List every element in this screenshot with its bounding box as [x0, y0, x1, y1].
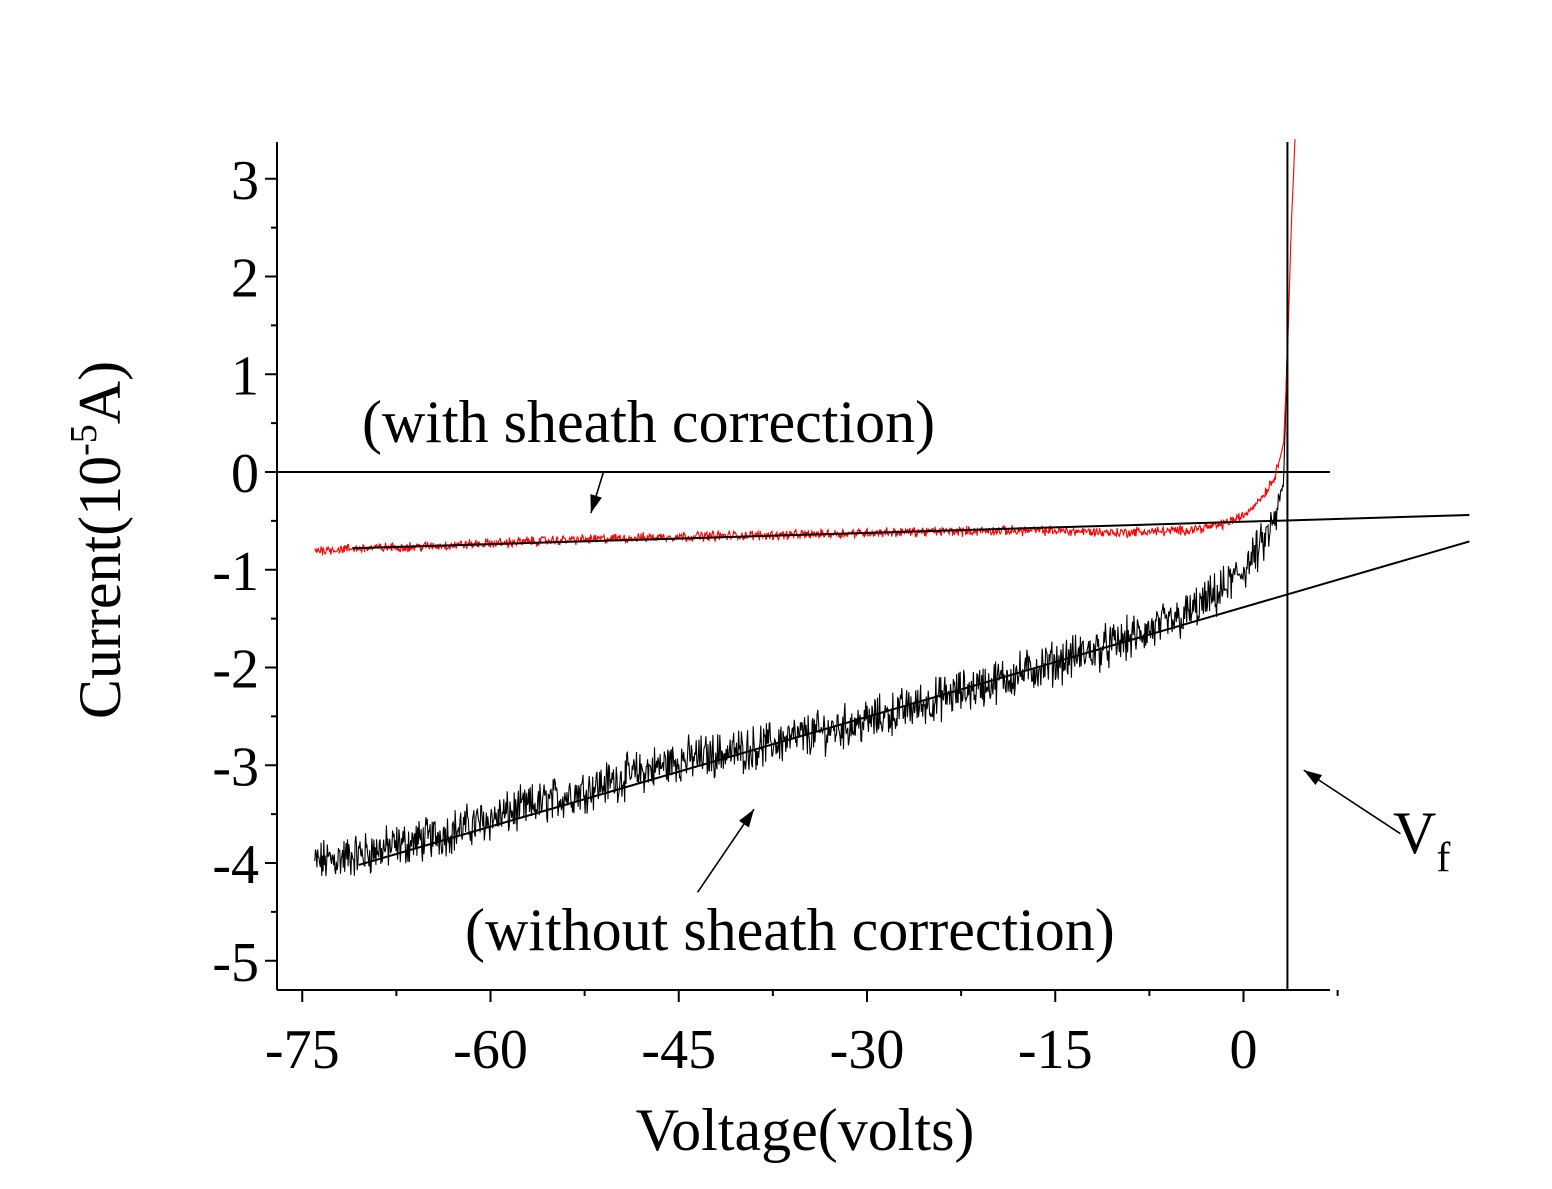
x-tick-label: -75: [265, 1019, 340, 1081]
x-tick-label: 0: [1230, 1019, 1258, 1081]
y-tick-label: -5: [212, 932, 259, 994]
y-tick-label: 1: [231, 345, 259, 407]
x-tick-label: -15: [1018, 1019, 1093, 1081]
annotation-arrowhead-2: [1303, 770, 1323, 785]
annotation-arrowhead-0: [590, 494, 602, 514]
annotation-vf: Vf: [1393, 800, 1450, 881]
x-tick-label: -45: [641, 1019, 716, 1081]
annotations-layer: [590, 471, 1401, 893]
fit-line-without-sheath: [358, 540, 1470, 866]
y-tick-label: -1: [212, 541, 259, 603]
annotation-arrow-2: [1303, 769, 1401, 835]
axes: -75 -60 -45 -30 -15 0 3 2 1 0 -1 -2 -3 -4 -5: [212, 142, 1339, 1081]
y-axis-title: Current(10-5A): [63, 361, 133, 719]
series-line-with-sheath: [314, 139, 1296, 556]
y-tick-label: -4: [212, 834, 259, 896]
y-axis-title-prefix: Current(10: [67, 456, 133, 719]
x-axis-title: Voltage(volts): [636, 1097, 975, 1163]
y-tick-label: -3: [212, 736, 259, 798]
y-axis-title-exponent: -5: [63, 424, 105, 456]
y-tick-label: 2: [231, 248, 259, 310]
fit-line-with-sheath: [352, 514, 1470, 550]
y-tick-label: 0: [231, 443, 259, 505]
x-tick-label: -30: [830, 1019, 905, 1081]
fit-lines-layer: [352, 514, 1470, 866]
annotation-with-sheath: (with sheath correction): [362, 389, 935, 455]
annotation-vf-main: V: [1393, 800, 1436, 866]
annotation-arrowhead-1: [739, 809, 754, 828]
y-axis-title-suffix: A): [67, 361, 133, 424]
annotation-vf-sub: f: [1436, 835, 1450, 881]
annotation-without-sheath: (without sheath correction): [465, 897, 1115, 963]
x-tick-label: -60: [453, 1019, 528, 1081]
y-tick-label: 3: [231, 150, 259, 212]
series-layer: [314, 139, 1296, 877]
y-tick-label: -2: [212, 639, 259, 701]
